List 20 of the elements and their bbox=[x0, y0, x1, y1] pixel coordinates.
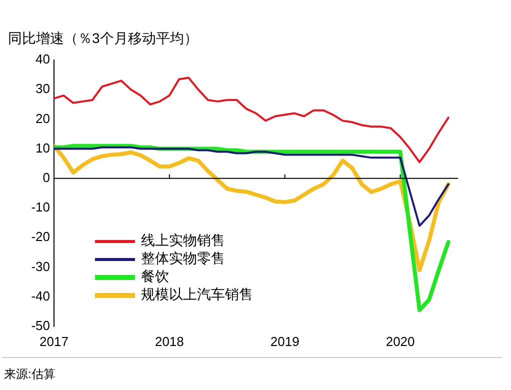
x-tick-label: 2018 bbox=[154, 334, 184, 349]
y-tick-label: 30 bbox=[36, 81, 50, 96]
y-tick-label: 0 bbox=[42, 170, 50, 185]
y-tick-label: 20 bbox=[36, 110, 50, 126]
legend-label: 规模以上汽车销售 bbox=[141, 286, 253, 304]
y-tick-label: -20 bbox=[31, 229, 50, 244]
legend-label: 整体实物零售 bbox=[141, 250, 225, 268]
y-tick-label: -30 bbox=[31, 258, 50, 274]
x-tick-label: 2019 bbox=[270, 334, 300, 349]
y-tick-label: 40 bbox=[36, 52, 50, 67]
legend-label: 餐饮 bbox=[141, 268, 169, 286]
source-note: 来源:估算 bbox=[4, 366, 56, 383]
y-tick-label: 10 bbox=[36, 140, 50, 156]
x-tick-label: 2020 bbox=[386, 334, 415, 349]
y-tick-label: -40 bbox=[31, 288, 50, 304]
x-tick-label: 2017 bbox=[40, 334, 68, 349]
y-tick-label: -10 bbox=[31, 200, 50, 215]
y-tick-label: -50 bbox=[31, 318, 50, 333]
legend-label: 线上实物销售 bbox=[141, 232, 225, 250]
chart-title: 同比增速（％3个月移动平均） bbox=[8, 30, 198, 48]
